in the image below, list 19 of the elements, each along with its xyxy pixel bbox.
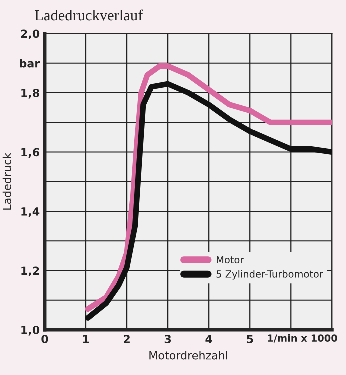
y-tick-label: bar — [20, 59, 40, 68]
x-tick-label: 5 — [247, 335, 254, 344]
y-tick-label: 1,4 — [22, 208, 40, 218]
y-tick-label: 1,2 — [22, 266, 40, 277]
y-tick-label: 2,0 — [21, 30, 40, 40]
chart-title: Ladedruckverlauf — [35, 10, 144, 21]
x-tick-label: 1 — [83, 335, 90, 344]
legend-label: Motor — [217, 256, 244, 264]
x-tick-label: 3 — [164, 335, 172, 344]
y-tick-label: 1,0 — [22, 326, 40, 336]
x-axis-title: Motordrehzahl — [150, 351, 228, 360]
y-axis-title: Ladedruck — [2, 152, 12, 210]
legend-label: 5 Zylinder-Turbomotor — [216, 270, 324, 280]
y-tick-label: 1,8 — [22, 88, 40, 99]
x-tick-label: 0 — [42, 335, 48, 344]
text: 1/min x 1000 — [268, 334, 338, 343]
y-tick-label: 1,6 — [22, 148, 40, 158]
x-tick-label: 2 — [124, 335, 130, 344]
x-tick-label: 4 — [206, 335, 212, 344]
